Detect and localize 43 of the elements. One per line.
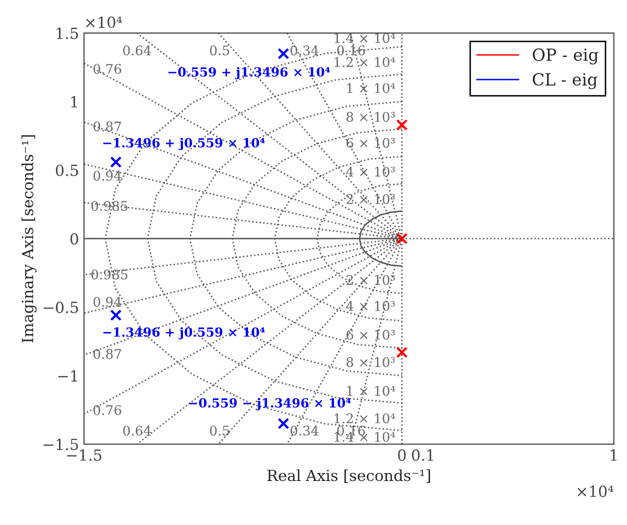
annotation: 8 × 10³ xyxy=(346,112,395,122)
legend-label: OP - eig xyxy=(532,48,598,64)
annotation: 0.94 xyxy=(94,296,122,307)
annotation: 0.87 xyxy=(94,348,122,359)
annotation: 0.16 xyxy=(337,45,365,56)
x-tick-label: 1 xyxy=(610,449,617,461)
annotation: 8 × 10³ xyxy=(346,357,395,368)
text: ×10⁴ xyxy=(86,16,122,28)
annotation: 0.94 xyxy=(94,170,122,181)
annotation: 0.76 xyxy=(94,64,122,74)
annotation: 1.2 × 10⁴ xyxy=(334,57,396,68)
data-label: −0.559 − j1.3496 × 10⁴ xyxy=(189,398,351,410)
annotation: 0.34 xyxy=(290,45,318,56)
annotation: 1 × 10⁴ xyxy=(347,386,396,396)
annotation: 0.64 xyxy=(123,45,152,56)
y-tick-label: −0.5 xyxy=(44,302,78,314)
annotation: 0.5 xyxy=(210,45,230,56)
x-axis-title: Real Axis [seconds⁻¹] xyxy=(267,469,430,483)
y-tick-label: 1.5 xyxy=(56,28,78,40)
annotation: 4 × 10³ xyxy=(346,300,395,311)
annotation: 0.64 xyxy=(123,426,152,436)
text: ×10⁴ xyxy=(578,486,614,498)
annotation: 6 × 10³ xyxy=(346,330,395,340)
y-tick-label: −1 xyxy=(58,370,77,382)
annotation: 0.76 xyxy=(94,405,122,416)
y-tick-label: −1.5 xyxy=(44,438,78,450)
annotation: 0.5 xyxy=(210,426,230,436)
legend-label: CL - eig xyxy=(532,73,598,90)
annotation: 4 × 10³ xyxy=(346,166,395,177)
x-tick-label: 0.1 xyxy=(412,449,434,461)
y-tick-label: 1 xyxy=(71,96,77,108)
y-axis-title: Imaginary Axis [seconds⁻¹] xyxy=(22,135,37,343)
annotation: 0.985 xyxy=(91,269,128,280)
annotation: 0.87 xyxy=(94,121,122,132)
annotation: 6 × 10³ xyxy=(346,138,395,148)
annotation: 0.34 xyxy=(290,426,318,436)
annotation: 1.2 × 10⁴ xyxy=(334,413,396,424)
x-tick-label: 0 xyxy=(398,449,406,461)
y-tick-label: 0.5 xyxy=(56,164,78,176)
annotation: 1.4 × 10⁴ xyxy=(334,33,396,44)
annotation: 0.985 xyxy=(91,200,128,211)
y-tick-label: 0 xyxy=(70,233,78,245)
annotation: 1 × 10⁴ xyxy=(347,83,396,94)
